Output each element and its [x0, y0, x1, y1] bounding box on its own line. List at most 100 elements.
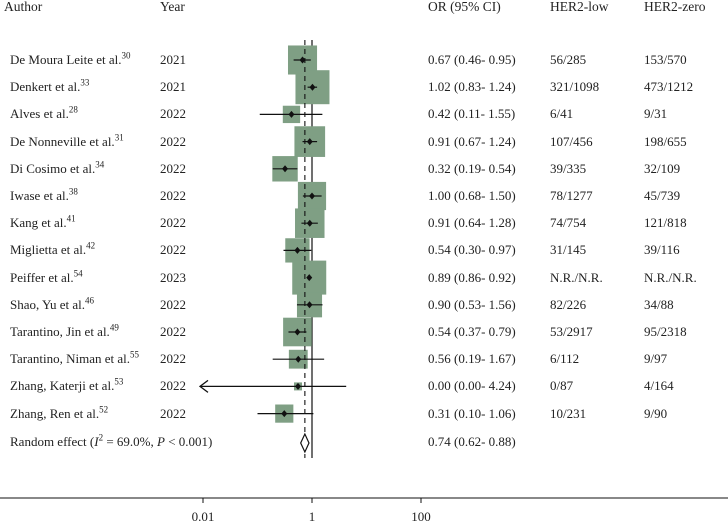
study-or-text: 0.54 (0.37- 0.79)	[428, 324, 516, 339]
study-author-name: Shao, Yu et al.	[10, 296, 85, 312]
study-author: Zhang, Katerji et al.53	[10, 378, 123, 394]
study-ref-number: 38	[68, 186, 78, 197]
study-ref-number: 34	[95, 159, 105, 170]
study-year: 2022	[160, 188, 186, 203]
study-author: De Nonneville et al.31	[10, 132, 124, 150]
study-author-name: Tarantino, Jin et al.	[10, 324, 110, 339]
study-her2-low: N.R./N.R.	[550, 269, 603, 285]
summary-label-mid: = 69.0%,	[103, 434, 157, 449]
header-her2-low: HER2-low	[550, 0, 609, 14]
study-her2-low: 107/456	[550, 133, 593, 149]
study-her2-low: 56/285	[550, 52, 587, 67]
study-point-estimate	[282, 165, 289, 173]
study-author: Iwase et al.38	[10, 186, 78, 204]
study-ref-number: 41	[66, 213, 76, 224]
study-her2-zero: 198/655	[644, 133, 687, 149]
study-point-estimate	[306, 274, 313, 282]
study-year: 2022	[160, 242, 186, 258]
study-ref-number: 30	[121, 50, 131, 61]
header-her2-zero: HER2-zero	[644, 0, 706, 14]
study-her2-zero: 153/570	[644, 52, 687, 67]
study-her2-low: 6/41	[550, 106, 574, 122]
study-author: Denkert et al.33	[10, 77, 90, 95]
study-or-text: 0.00 (0.00- 4.24)	[428, 378, 516, 394]
summary-label-pre: Random effect (	[10, 434, 95, 449]
study-her2-low: 82/226	[550, 296, 587, 312]
study-her2-low: 31/145	[550, 242, 587, 258]
study-point-estimate	[306, 138, 313, 146]
study-her2-zero: 34/88	[644, 296, 674, 312]
study-her2-zero: 45/739	[644, 188, 681, 203]
study-author-name: Iwase et al.	[10, 188, 69, 203]
study-point-estimate	[288, 110, 295, 118]
study-year: 2021	[160, 79, 186, 95]
study-her2-zero: 9/90	[644, 405, 668, 421]
study-year: 2022	[160, 133, 186, 149]
study-author: Kang et al.41	[10, 213, 76, 231]
study-her2-low: 78/1277	[550, 188, 593, 203]
study-author-name: Di Cosimo et al.	[10, 160, 96, 176]
study-author-name: Alves et al.	[10, 106, 69, 122]
header-year: Year	[160, 0, 185, 14]
study-year: 2022	[160, 405, 186, 421]
study-her2-low: 39/335	[550, 160, 587, 176]
study-or-text: 0.32 (0.19- 0.54)	[428, 160, 516, 176]
study-year: 2022	[160, 106, 186, 122]
study-ref-number: 42	[86, 241, 96, 252]
study-point-estimate	[295, 355, 302, 363]
study-author: De Moura Leite et al.30	[10, 50, 131, 68]
study-author: Zhang, Ren et al.52	[10, 404, 109, 422]
study-her2-low: 53/2917	[550, 324, 593, 339]
summary-label-post: < 0.001)	[164, 434, 213, 449]
study-point-estimate	[309, 83, 316, 91]
study-author-name: De Moura Leite et al.	[10, 52, 122, 67]
study-author-name: Tarantino, Niman et al.	[10, 351, 131, 367]
study-point-estimate	[306, 219, 313, 227]
study-author-name: Zhang, Katerji et al.	[10, 378, 115, 394]
summary-or-text: 0.74 (0.62- 0.88)	[428, 434, 516, 449]
study-her2-zero: 9/31	[644, 106, 668, 122]
study-point-estimate	[294, 328, 301, 336]
study-author: Tarantino, Jin et al.49	[10, 323, 119, 340]
i2-symbol: I	[94, 434, 99, 449]
study-or-text: 0.89 (0.86- 0.92)	[428, 269, 516, 285]
study-ref-number: 33	[80, 77, 90, 88]
study-year: 2023	[160, 269, 186, 285]
study-author-name: Miglietta et al.	[10, 242, 87, 258]
header-or-ci: OR (95% CI)	[428, 0, 501, 14]
study-or-text: 1.02 (0.83- 1.24)	[428, 79, 516, 95]
study-year: 2022	[160, 215, 186, 231]
study-her2-zero: 473/1212	[644, 79, 694, 95]
study-her2-low: 10/231	[550, 405, 587, 421]
study-or-text: 0.42 (0.11- 1.55)	[428, 106, 516, 122]
study-her2-low: 6/112	[550, 351, 580, 367]
x-tick-label: 0.01	[192, 509, 215, 524]
study-or-text: 0.56 (0.19- 1.67)	[428, 351, 516, 367]
study-or-text: 0.67 (0.46- 0.95)	[428, 52, 516, 67]
study-her2-low: 0/87	[550, 378, 574, 394]
study-her2-zero: 39/116	[644, 242, 680, 258]
study-ref-number: 28	[68, 105, 78, 116]
study-ref-number: 55	[130, 349, 140, 360]
study-ref-number: 46	[84, 295, 94, 306]
study-year: 2022	[160, 296, 186, 312]
header-author: Author	[4, 0, 43, 14]
study-ref-number: 52	[99, 404, 109, 415]
study-point-estimate	[295, 382, 301, 390]
study-point-estimate	[281, 410, 288, 418]
x-tick-label: 100	[411, 509, 431, 524]
study-her2-zero: 95/2318	[644, 324, 687, 339]
summary-label: Random effect (I2 = 69.0%, P < 0.001)	[10, 433, 213, 450]
study-author: Alves et al.28	[10, 106, 78, 122]
study-her2-low: 321/1098	[550, 79, 600, 95]
study-her2-zero: 121/818	[644, 215, 687, 231]
study-point-estimate	[294, 246, 301, 254]
study-ref-number: 31	[114, 132, 124, 143]
study-author-name: De Nonneville et al.	[10, 133, 115, 149]
study-author-name: Denkert et al.	[10, 79, 81, 95]
study-author: Di Cosimo et al.34	[10, 159, 105, 177]
study-year: 2021	[160, 52, 186, 67]
study-year: 2022	[160, 378, 186, 394]
study-point-estimate	[299, 56, 306, 64]
